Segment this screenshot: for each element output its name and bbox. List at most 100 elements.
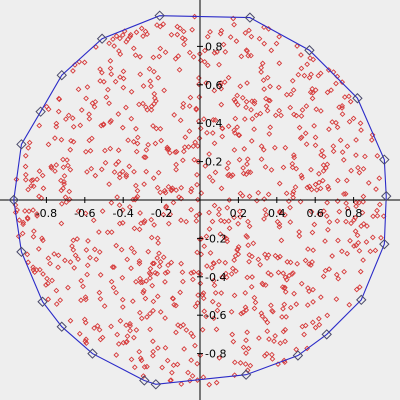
scatter-point xyxy=(65,162,71,169)
scatter-point xyxy=(165,183,172,190)
scatter-point xyxy=(105,86,111,93)
scatter-point xyxy=(248,106,254,113)
scatter-point xyxy=(128,245,135,252)
scatter-point xyxy=(162,279,168,285)
scatter-point xyxy=(168,259,175,266)
scatter-point xyxy=(291,290,297,297)
scatter-point xyxy=(123,104,129,111)
scatter-point xyxy=(309,229,316,236)
scatter-point xyxy=(288,91,294,98)
scatter-point xyxy=(58,200,65,207)
scatter-point xyxy=(134,193,141,200)
scatter-point xyxy=(289,271,295,277)
scatter-point xyxy=(116,48,122,54)
scatter-point xyxy=(82,210,89,217)
scatter-point xyxy=(318,108,324,114)
scatter-point xyxy=(248,138,255,144)
scatter-point xyxy=(30,264,36,271)
scatter-point xyxy=(155,74,162,81)
scatter-point xyxy=(143,147,150,153)
scatter-point xyxy=(217,231,224,237)
scatter-point xyxy=(212,117,219,123)
scatter-point xyxy=(192,303,199,310)
scatter-point xyxy=(291,154,298,161)
scatter-point xyxy=(312,181,319,188)
scatter-point xyxy=(75,256,81,262)
scatter-point xyxy=(145,248,152,255)
scatter-point xyxy=(359,209,366,216)
scatter-point xyxy=(335,275,342,282)
scatter-point xyxy=(324,312,331,319)
scatter-point xyxy=(108,229,115,236)
scatter-point xyxy=(281,301,288,308)
scatter-point xyxy=(276,33,282,40)
scatter-point xyxy=(353,286,360,293)
scatter-point xyxy=(280,305,286,312)
scatter-point xyxy=(154,184,161,191)
scatter-point xyxy=(108,71,115,77)
scatter-point xyxy=(22,163,29,170)
scatter-point xyxy=(232,115,239,122)
scatter-point xyxy=(137,279,144,286)
scatter-point xyxy=(313,187,320,193)
scatter-point xyxy=(126,163,133,170)
y-tick-label: -0.8 xyxy=(205,348,226,361)
scatter-point xyxy=(137,275,143,282)
scatter-point xyxy=(157,23,164,30)
scatter-point xyxy=(193,213,200,219)
scatter-point xyxy=(62,194,69,201)
scatter-point xyxy=(178,195,184,202)
scatter-point xyxy=(67,317,74,324)
scatter-point xyxy=(217,30,224,37)
scatter-point xyxy=(310,299,316,305)
scatter-point xyxy=(242,304,249,311)
scatter-point xyxy=(107,119,114,126)
scatter-point xyxy=(150,298,157,305)
scatter-point xyxy=(363,239,370,245)
scatter-point xyxy=(151,100,157,107)
hull-vertex xyxy=(16,246,27,258)
scatter-point xyxy=(58,177,64,184)
scatter-point xyxy=(180,278,186,285)
scatter-point xyxy=(63,199,70,206)
scatter-point xyxy=(58,187,65,194)
scatter-point xyxy=(228,271,235,277)
scatter-point xyxy=(23,171,29,178)
scatter-point xyxy=(316,315,322,322)
scatter-point xyxy=(119,220,126,226)
scatter-point xyxy=(355,164,361,171)
scatter-point xyxy=(193,105,200,112)
scatter-point xyxy=(91,103,98,110)
hull-vertex xyxy=(379,238,390,250)
scatter-point xyxy=(263,103,270,109)
scatter-point xyxy=(373,186,379,192)
scatter-point xyxy=(243,307,250,313)
scatter-point xyxy=(162,315,168,321)
scatter-point xyxy=(114,194,120,200)
scatter-point xyxy=(119,168,126,175)
scatter-point xyxy=(312,134,319,141)
scatter-point xyxy=(19,230,26,237)
scatter-point xyxy=(278,237,285,244)
scatter-point xyxy=(253,112,260,119)
scatter-point xyxy=(201,308,208,315)
scatter-point xyxy=(269,307,275,314)
scatter-point xyxy=(65,112,72,119)
scatter-point xyxy=(268,47,275,54)
scatter-point xyxy=(77,122,84,129)
hull-line xyxy=(13,15,387,385)
scatter-point xyxy=(266,336,272,342)
scatter-point xyxy=(145,141,151,148)
hull-vertex xyxy=(292,350,304,361)
scatter-point xyxy=(45,141,52,148)
scatter-point xyxy=(45,106,52,113)
scatter-point xyxy=(171,112,178,118)
scatter-point xyxy=(208,264,215,271)
scatter-point xyxy=(63,116,69,122)
scatter-point xyxy=(230,338,237,345)
scatter-point xyxy=(309,319,316,326)
scatter-point xyxy=(218,290,225,296)
scatter-point xyxy=(258,69,264,75)
scatter-point xyxy=(155,240,162,246)
scatter-point xyxy=(223,235,230,242)
